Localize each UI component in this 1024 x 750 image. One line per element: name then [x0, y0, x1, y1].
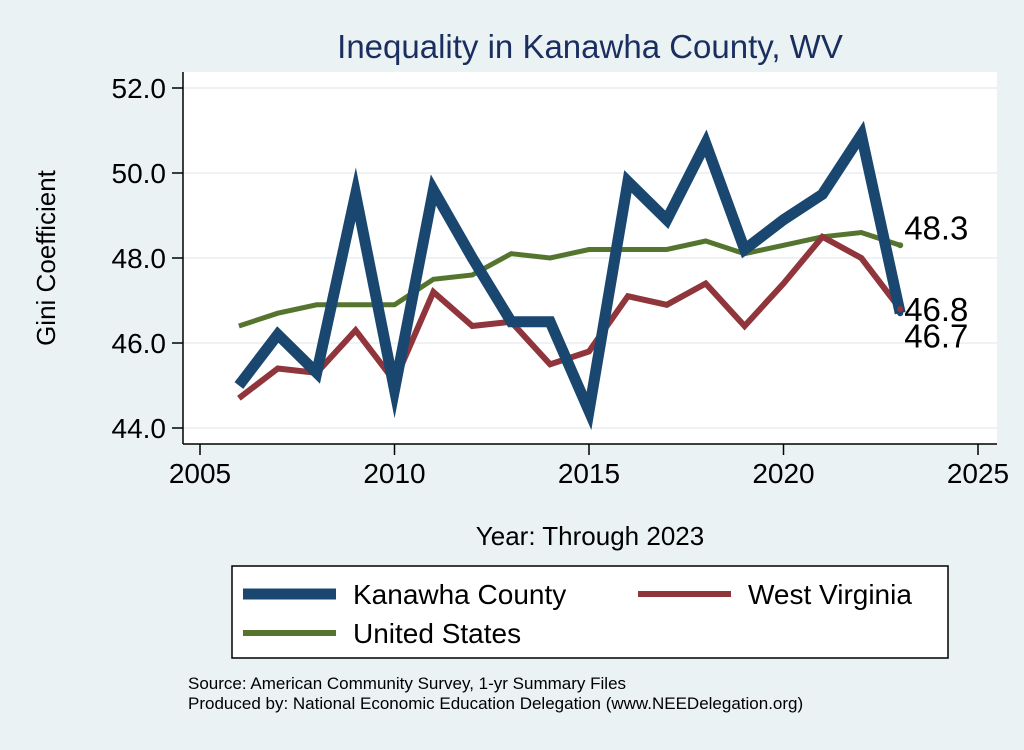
end-labels: 46.746.8 48.3: [897, 209, 968, 354]
y-tick-label: 48.0: [112, 243, 167, 274]
end-label: 46.8: [904, 291, 968, 328]
producer-note: Produced by: National Economic Education…: [188, 694, 803, 713]
legend-box: [231, 565, 949, 659]
legend-label-kanawha: Kanawha County: [353, 579, 566, 610]
end-label: 48.3: [904, 209, 968, 246]
x-axis-label: Year: Through 2023: [476, 521, 704, 551]
legend: Kanawha County West Virginia United Stat…: [231, 565, 949, 659]
series-line-united-states: [238, 229, 901, 329]
x-tick-label: 2010: [363, 458, 425, 489]
y-tick-label: 52.0: [112, 73, 167, 104]
axes: 44.0 46.0 48.0 50.0 52.0 2005 2010 2015 2020 2025: [112, 72, 1009, 489]
y-tick-label: 50.0: [112, 158, 167, 189]
x-tick-label: 2015: [558, 458, 620, 489]
series-line-kanawha-county: [234, 120, 906, 431]
end-point: [897, 306, 904, 312]
y-axis-label: Gini Coefficient: [31, 169, 61, 346]
x-tick-label: 2025: [947, 458, 1009, 489]
y-tick-label: 44.0: [112, 413, 167, 444]
source-note: Source: American Community Survey, 1-yr …: [188, 674, 626, 693]
chart-title: Inequality in Kanawha County, WV: [337, 28, 843, 65]
legend-label-west-virginia: West Virginia: [748, 579, 912, 610]
legend-label-united-states: United States: [353, 618, 521, 649]
end-point: [897, 310, 904, 317]
series-lines: [234, 120, 906, 431]
end-label: 46.7: [904, 317, 968, 354]
y-tick-label: 46.0: [112, 328, 167, 359]
x-tick-label: 2020: [752, 458, 814, 489]
x-tick-label: 2005: [169, 458, 231, 489]
end-point: [897, 242, 904, 249]
